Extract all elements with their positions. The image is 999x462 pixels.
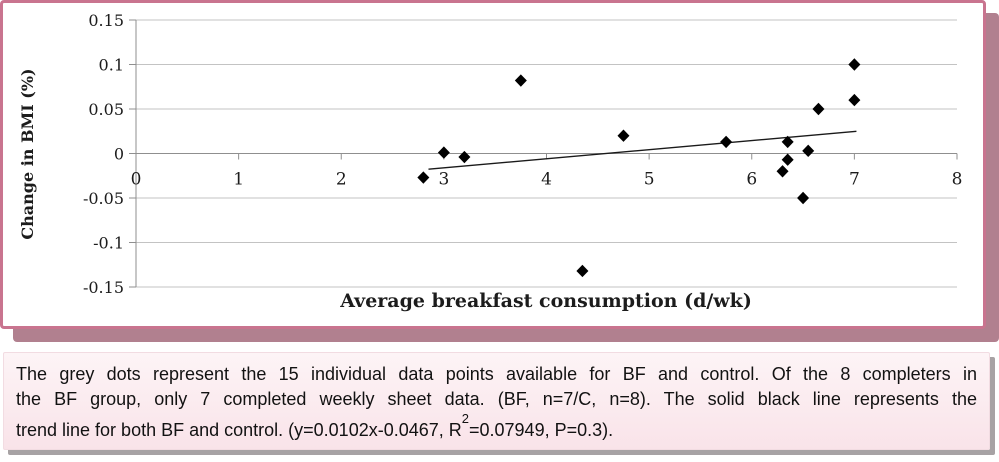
data-point [458,150,471,164]
data-point [437,146,450,159]
y-tick-label: -0.05 [83,189,124,208]
data-point [617,129,630,142]
caption-superscript-2: 2 [461,412,469,426]
y-axis-title: Change in BMI (%) [18,68,37,239]
x-tick-label: 0 [131,170,142,190]
data-point [802,144,815,158]
y-tick-label: -0.15 [83,278,124,297]
x-tick-label: 2 [336,170,347,190]
data-point [848,93,861,107]
caption-panel: The grey dots represent the 15 individua… [3,352,990,450]
x-tick-label: 7 [849,170,860,190]
data-point [781,153,794,166]
y-tick-label: 0.1 [99,56,124,75]
data-point [720,135,733,149]
caption-line-3-end: =0.07949, P=0.3). [469,420,614,440]
data-point [797,191,810,205]
x-tick-label: 1 [233,170,244,190]
x-tick-label: 6 [746,170,757,190]
y-tick-label: 0.05 [88,100,124,119]
y-tick-label: 0.15 [88,11,124,30]
caption-line-2: the BF group, only 7 completed weekly sh… [16,389,977,409]
trend-line [428,130,857,170]
data-point [781,135,794,149]
caption-line-1: The grey dots represent the 15 individua… [16,364,977,384]
data-point [417,171,430,184]
scatter-plot: 0.15 0.1 0.05 0 -0.05 -0.1 -0.15 0 1 2 3 4 5 6 7 8 Aver… [18,11,963,312]
x-axis-title: Average breakfast consumption (d/wk) [339,290,752,312]
y-tick-label: 0 [114,145,124,164]
data-point [812,102,825,116]
chart-panel: 0.15 0.1 0.05 0 -0.05 -0.1 -0.15 0 1 2 3 4 5 6 7 8 Aver… [0,0,986,329]
data-point [576,264,589,278]
caption-line-3-text: trend line for both BF and control. (y=0… [16,420,462,440]
x-tick-label: 4 [541,170,552,190]
caption-line-3: trend line for both BF and control. (y=0… [16,412,977,443]
data-point [514,74,527,87]
data-point [776,165,789,178]
data-point [848,58,861,71]
y-tick-label: -0.1 [93,234,124,253]
x-tick-label: 5 [644,170,655,190]
x-tick-label: 3 [438,170,449,190]
x-tick-label: 8 [952,170,963,190]
